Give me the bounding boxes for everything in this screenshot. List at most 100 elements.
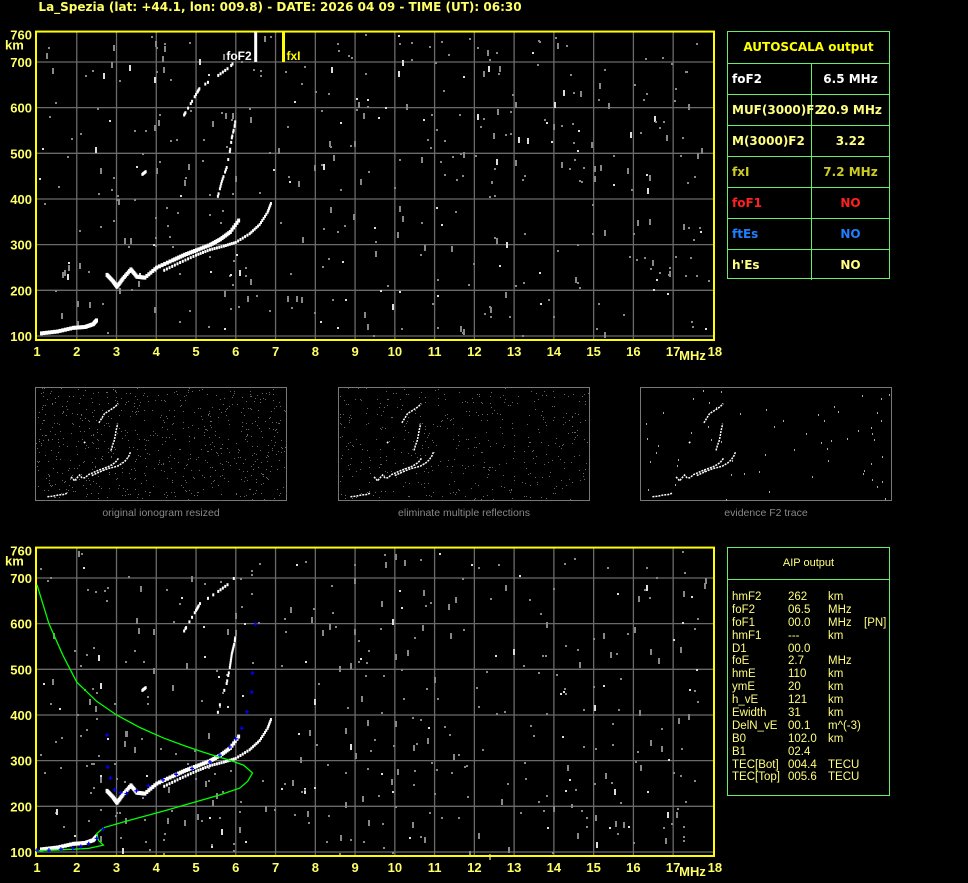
trace-echo-F2_extraordinary bbox=[268, 205, 271, 209]
noise-speck bbox=[100, 809, 102, 811]
noise-speck bbox=[135, 461, 136, 462]
noise-speck bbox=[444, 726, 446, 728]
noise-speck bbox=[333, 155, 335, 161]
trace-echo-F2_ordinary bbox=[195, 248, 199, 253]
trace-echo-F2_ordinary bbox=[230, 743, 234, 748]
noise-speck bbox=[881, 398, 882, 400]
noise-speck bbox=[396, 393, 397, 394]
noise-speck bbox=[55, 497, 56, 498]
noise-speck bbox=[78, 389, 79, 390]
noise-speck bbox=[565, 693, 567, 695]
aip-cell: 2.7 bbox=[788, 655, 804, 668]
noise-speck bbox=[546, 498, 547, 499]
noise-speck bbox=[874, 439, 875, 441]
trace-echo-E bbox=[53, 329, 57, 334]
noise-speck bbox=[113, 453, 114, 454]
noise-speck bbox=[234, 458, 235, 459]
noise-speck bbox=[76, 446, 77, 447]
trace-echo-F2_multiple bbox=[233, 639, 236, 643]
noise-speck bbox=[281, 452, 282, 453]
noise-speck bbox=[62, 413, 63, 414]
noise-speck bbox=[337, 43, 339, 45]
noise-speck bbox=[697, 701, 699, 703]
noise-speck bbox=[39, 461, 40, 462]
noise-speck bbox=[185, 480, 186, 481]
noise-speck bbox=[328, 815, 330, 817]
noise-speck bbox=[423, 119, 425, 121]
noise-speck bbox=[596, 842, 598, 848]
noise-speck bbox=[399, 590, 401, 592]
noise-speck bbox=[240, 801, 242, 803]
noise-speck bbox=[210, 416, 211, 417]
noise-speck bbox=[387, 472, 388, 473]
noise-speck bbox=[121, 462, 122, 463]
autoscala-row: foF1 NO bbox=[728, 188, 889, 219]
noise-speck bbox=[493, 499, 494, 500]
noise-speck bbox=[635, 761, 637, 763]
thumbnail-trace bbox=[675, 457, 725, 483]
noise-speck bbox=[139, 439, 140, 440]
noise-speck bbox=[219, 437, 220, 438]
noise-speck bbox=[608, 103, 610, 109]
noise-speck bbox=[190, 458, 191, 459]
thumbnail-trace bbox=[652, 491, 674, 498]
noise-speck bbox=[101, 488, 102, 489]
noise-speck bbox=[579, 401, 580, 402]
noise-speck bbox=[98, 193, 100, 195]
noise-speck bbox=[432, 440, 433, 441]
noise-speck bbox=[285, 631, 287, 633]
noise-speck bbox=[425, 455, 426, 456]
noise-speck bbox=[86, 496, 87, 497]
x-tick-label: 4 bbox=[153, 344, 161, 359]
noise-speck bbox=[219, 500, 220, 501]
noise-speck bbox=[201, 700, 203, 702]
trace-echo-F2_extraordinary bbox=[269, 202, 272, 206]
noise-speck bbox=[101, 458, 102, 459]
noise-speck bbox=[490, 446, 491, 447]
noise-speck bbox=[106, 600, 108, 602]
noise-speck bbox=[555, 443, 556, 444]
noise-speck bbox=[235, 630, 237, 636]
noise-speck bbox=[549, 476, 550, 477]
noise-speck bbox=[315, 91, 317, 93]
aip-cell: 121 bbox=[788, 694, 808, 707]
noise-speck bbox=[164, 46, 166, 52]
noise-speck bbox=[309, 730, 311, 736]
noise-speck bbox=[600, 165, 602, 171]
noise-speck bbox=[328, 258, 330, 260]
noise-speck bbox=[258, 410, 259, 411]
trace-echo-F2_extraordinary bbox=[267, 723, 270, 727]
noise-speck bbox=[394, 187, 396, 189]
noise-speck bbox=[677, 465, 678, 467]
noise-speck bbox=[595, 748, 597, 750]
noise-speck bbox=[831, 440, 832, 442]
noise-speck bbox=[872, 479, 873, 481]
noise-speck bbox=[115, 449, 116, 450]
noise-speck bbox=[165, 441, 166, 442]
noise-speck bbox=[531, 391, 532, 392]
noise-speck bbox=[189, 42, 191, 44]
noise-speck bbox=[412, 822, 414, 828]
noise-speck bbox=[598, 303, 600, 305]
noise-speck bbox=[487, 495, 488, 496]
noise-speck bbox=[254, 401, 255, 402]
trace-echo-F2_extraordinary bbox=[259, 221, 262, 225]
trace-echo-F2_extraordinary bbox=[179, 261, 182, 265]
noise-speck bbox=[248, 408, 249, 409]
noise-speck bbox=[120, 837, 122, 839]
noise-speck bbox=[392, 852, 394, 854]
noise-speck bbox=[255, 421, 256, 422]
trace-echo-E bbox=[61, 328, 65, 333]
fitted-point bbox=[233, 736, 238, 741]
trace-echo-F2_multiple bbox=[229, 663, 232, 667]
noise-speck bbox=[404, 560, 406, 566]
noise-speck bbox=[262, 474, 263, 475]
trace-echo-E bbox=[69, 326, 73, 331]
noise-speck bbox=[180, 400, 181, 401]
trace-echo-F2_ordinary bbox=[210, 241, 214, 246]
trace-echo-F2_extraordinary bbox=[171, 264, 174, 268]
noise-speck bbox=[250, 394, 251, 395]
trace-echo-E bbox=[94, 318, 98, 323]
noise-speck bbox=[527, 424, 528, 425]
noise-speck bbox=[669, 267, 671, 269]
